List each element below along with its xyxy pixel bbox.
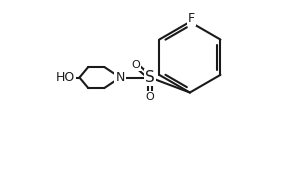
Text: O: O	[146, 92, 155, 102]
Text: S: S	[145, 70, 155, 85]
Text: F: F	[188, 12, 195, 25]
Text: HO: HO	[56, 71, 75, 84]
Text: O: O	[132, 60, 140, 70]
Text: N: N	[115, 71, 125, 84]
